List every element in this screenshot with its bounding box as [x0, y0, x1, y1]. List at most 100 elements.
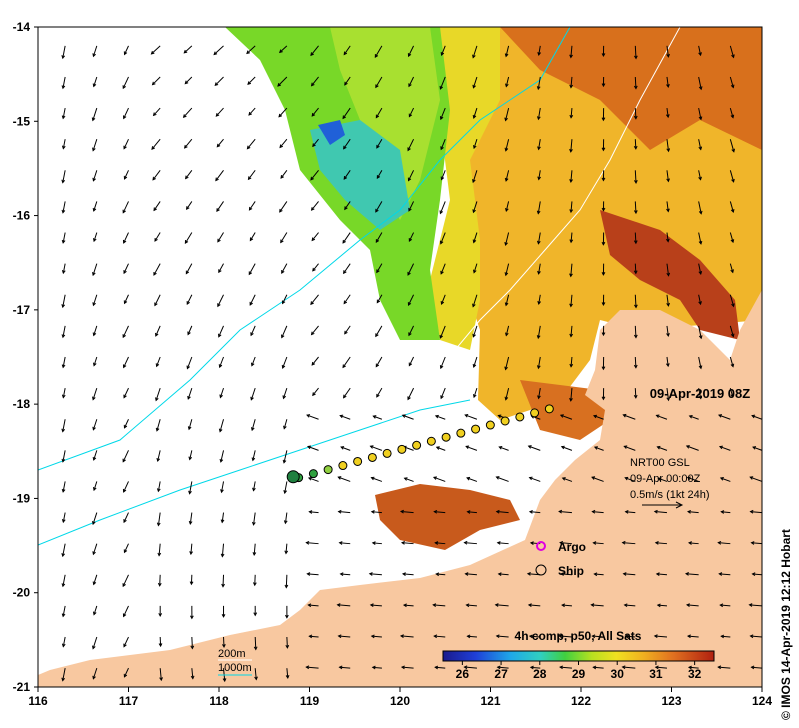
current-vector-head — [730, 114, 735, 119]
current-vector — [498, 573, 509, 576]
current-vector-head — [310, 176, 314, 181]
current-vector — [62, 574, 66, 587]
current-vector-head — [433, 634, 438, 639]
current-vector — [92, 107, 98, 121]
current-vector-head — [440, 270, 444, 275]
current-vector-head — [152, 176, 156, 181]
current-vector-head — [633, 210, 638, 215]
current-vector — [441, 294, 446, 305]
colorbar-tick-label: 29 — [572, 667, 586, 681]
current-vector — [433, 604, 446, 607]
current-vector-head — [536, 240, 541, 245]
current-vector-head — [559, 414, 564, 418]
current-vector-head — [601, 83, 606, 88]
current-vector — [666, 263, 670, 276]
current-vector-head — [307, 603, 312, 608]
ship-position-marker — [456, 428, 466, 438]
current-vector — [311, 232, 319, 241]
current-vector-head — [466, 634, 471, 639]
current-vector-head — [370, 510, 375, 514]
current-vector — [62, 139, 66, 149]
current-vector — [184, 76, 193, 84]
current-vector — [439, 325, 446, 339]
current-vector-head — [435, 446, 440, 450]
current-vector-head — [123, 424, 128, 429]
current-vector — [698, 263, 702, 275]
current-vector — [718, 414, 731, 420]
current-vector — [190, 543, 193, 555]
current-vector-head — [764, 241, 767, 244]
current-vector-head — [621, 540, 626, 545]
current-vector-head — [472, 54, 476, 59]
current-vector-head — [281, 334, 285, 339]
current-vector — [658, 477, 668, 482]
current-vector — [689, 415, 699, 420]
current-vector — [221, 481, 225, 493]
current-vector — [278, 107, 288, 118]
current-vector — [62, 263, 66, 274]
current-vector — [698, 76, 702, 90]
current-vector-head — [312, 392, 316, 397]
current-vector-head — [698, 146, 703, 151]
ship-position-marker — [286, 470, 300, 484]
current-vector — [155, 325, 161, 337]
current-vector-head — [439, 334, 444, 339]
current-vector-head — [122, 85, 126, 90]
current-vector — [657, 604, 668, 607]
current-vector — [720, 477, 731, 482]
y-tick-label: -18 — [13, 397, 31, 411]
current-vector-head — [623, 603, 628, 608]
current-vector-head — [343, 300, 348, 305]
current-vector — [686, 445, 699, 451]
current-vector — [222, 574, 225, 587]
current-vector — [473, 139, 478, 149]
current-vector — [729, 76, 734, 88]
current-vector — [376, 170, 383, 179]
current-vector-head — [466, 510, 471, 514]
current-vector-head — [337, 476, 342, 480]
current-vector — [254, 637, 257, 650]
current-vector — [752, 573, 762, 576]
current-vector-head — [339, 572, 344, 577]
current-vector — [92, 294, 98, 306]
ship-position-marker — [426, 436, 436, 446]
current-vector — [656, 414, 668, 420]
current-vector — [214, 76, 224, 86]
current-vector — [221, 512, 225, 523]
colorbar-tick-label: 27 — [494, 667, 508, 681]
current-vector-head — [653, 634, 658, 639]
current-vector-head — [764, 366, 767, 369]
colorbar-title: 4h comp, p50, All Sats — [515, 629, 642, 643]
current-vector — [156, 356, 161, 367]
current-vector-head — [92, 396, 96, 401]
current-vector-head — [216, 208, 220, 213]
current-vector-head — [156, 458, 161, 463]
current-vector — [718, 542, 731, 545]
current-vector — [62, 232, 66, 244]
current-vectors — [61, 45, 767, 683]
ship-position-marker — [323, 465, 333, 475]
current-vector-head — [61, 239, 66, 244]
current-vector — [189, 481, 193, 494]
current-vector-head — [218, 269, 222, 274]
current-vector — [122, 201, 129, 213]
current-vector-head — [718, 572, 723, 576]
current-vector — [284, 512, 288, 524]
current-vector-head — [633, 55, 638, 60]
current-vector — [62, 512, 66, 523]
current-vector-head — [312, 267, 316, 272]
current-vector-head — [375, 363, 380, 368]
x-tick-label: 123 — [661, 694, 681, 708]
current-vector — [123, 512, 129, 523]
current-vector-head — [310, 331, 315, 336]
current-vector-head — [717, 665, 722, 670]
current-vector — [369, 573, 382, 576]
current-vector-head — [157, 582, 162, 587]
current-vector-head — [400, 541, 405, 545]
current-vector — [92, 512, 98, 525]
current-vector — [408, 45, 415, 57]
current-vector-head — [717, 540, 722, 545]
current-vector-head — [338, 541, 343, 545]
current-vector-head — [472, 84, 476, 89]
current-vector — [634, 45, 637, 59]
